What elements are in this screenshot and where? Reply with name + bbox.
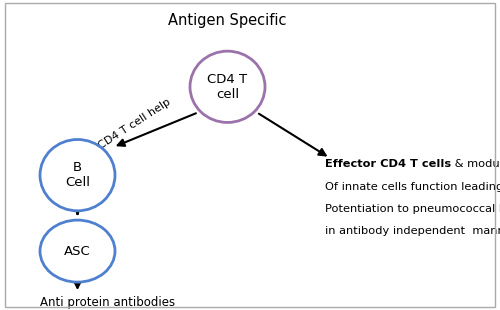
Text: CD4 T
cell: CD4 T cell: [208, 73, 248, 101]
Text: ASC: ASC: [64, 245, 91, 258]
Text: CD4 T cell help: CD4 T cell help: [97, 97, 173, 151]
Text: Anti protein antibodies: Anti protein antibodies: [40, 296, 175, 309]
Text: Of innate cells function leading to: Of innate cells function leading to: [325, 182, 500, 192]
Ellipse shape: [40, 220, 115, 282]
Text: B
Cell: B Cell: [65, 161, 90, 189]
Ellipse shape: [190, 51, 265, 122]
Text: & modulation: & modulation: [451, 159, 500, 169]
Text: in antibody independent  manner: in antibody independent manner: [325, 226, 500, 236]
Text: Potentiation to pneumococcal killing: Potentiation to pneumococcal killing: [325, 204, 500, 214]
Ellipse shape: [40, 140, 115, 211]
Text: Effector CD4 T cells: Effector CD4 T cells: [325, 159, 451, 169]
Text: Antigen Specific: Antigen Specific: [168, 13, 287, 28]
